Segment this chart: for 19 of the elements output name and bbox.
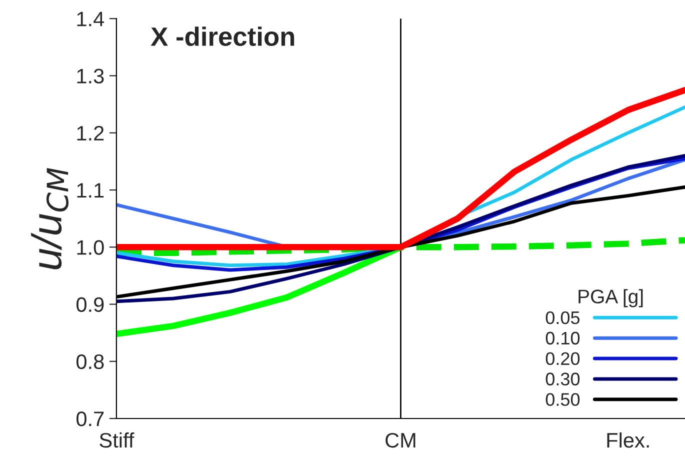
y-tick-label: 1.3 xyxy=(77,68,104,84)
legend-label: 0.30 xyxy=(546,372,580,386)
x-tick-label: Flex. xyxy=(607,432,649,448)
x-tick-label: Stiff xyxy=(100,432,134,448)
legend-label: 0.20 xyxy=(546,352,580,366)
y-tick-label: 1.4 xyxy=(77,12,104,26)
y-tick-label: 1.0 xyxy=(77,240,104,255)
y-tick-label: 1.2 xyxy=(77,126,104,140)
x-tick-label: CM xyxy=(386,432,416,448)
y-tick-label: 1.1 xyxy=(77,183,104,198)
y-axis-title: u/u$_{CM}$ xyxy=(31,168,69,270)
legend-title: PGA [g] xyxy=(578,289,643,308)
legend-label: 0.50 xyxy=(546,393,580,406)
legend-label: 0.10 xyxy=(546,332,580,345)
chart-title: X -direction xyxy=(150,26,294,46)
y-tick-label: 0.9 xyxy=(76,297,104,312)
y-tick-label: 0.7 xyxy=(76,412,104,426)
legend-label: 0.05 xyxy=(546,311,580,324)
y-tick-label: 0.8 xyxy=(76,354,104,370)
